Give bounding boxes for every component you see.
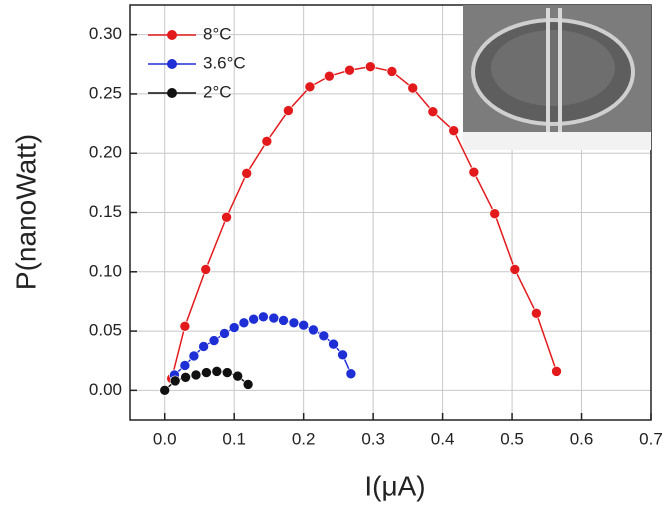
data-point bbox=[318, 330, 330, 342]
data-point bbox=[328, 338, 339, 350]
y-tick-label: 0.10 bbox=[89, 261, 122, 280]
legend-marker bbox=[167, 88, 177, 98]
data-point bbox=[427, 106, 439, 118]
y-tick-label: 0.20 bbox=[89, 143, 122, 162]
data-point bbox=[324, 70, 335, 82]
data-point bbox=[468, 166, 480, 178]
data-point bbox=[531, 307, 542, 319]
data-point bbox=[211, 366, 223, 377]
data-point bbox=[241, 168, 253, 179]
y-axis-label: P(nanoWatt) bbox=[10, 134, 41, 290]
x-tick-label: 0.5 bbox=[500, 429, 524, 448]
data-point bbox=[228, 322, 240, 333]
data-point bbox=[261, 136, 273, 147]
y-tick-label: 0.30 bbox=[89, 24, 122, 43]
x-tick-label: 0.2 bbox=[292, 429, 316, 448]
legend-marker bbox=[167, 30, 177, 40]
data-point bbox=[365, 61, 376, 72]
data-point bbox=[288, 317, 300, 329]
x-tick-label: 0.7 bbox=[639, 429, 663, 448]
data-point bbox=[208, 335, 220, 346]
x-tick-label: 0.0 bbox=[153, 429, 177, 448]
legend-label: 3.6°C bbox=[203, 53, 246, 72]
x-tick-label: 0.3 bbox=[361, 429, 385, 448]
data-point bbox=[278, 315, 289, 326]
legend-label: 2°C bbox=[203, 82, 232, 101]
data-point bbox=[304, 81, 316, 93]
data-point bbox=[489, 208, 501, 219]
plot-frame bbox=[129, 4, 652, 421]
data-point bbox=[221, 367, 233, 378]
data-point bbox=[344, 64, 355, 76]
inset-image bbox=[463, 5, 651, 150]
data-point bbox=[407, 82, 419, 94]
y-tick-label: 0.00 bbox=[89, 380, 122, 399]
data-point bbox=[509, 264, 521, 275]
data-point bbox=[201, 367, 212, 378]
series-line bbox=[170, 65, 558, 379]
data-point bbox=[221, 211, 232, 223]
data-point bbox=[232, 370, 243, 382]
data-point bbox=[248, 313, 259, 325]
x-tick-label: 0.4 bbox=[431, 429, 455, 448]
data-point bbox=[386, 66, 398, 77]
data-point bbox=[268, 312, 280, 324]
data-point bbox=[551, 366, 562, 377]
legend-label: 8°C bbox=[203, 24, 232, 43]
data-point bbox=[159, 385, 171, 396]
data-point bbox=[179, 321, 191, 332]
x-axis-label: I(μA) bbox=[364, 470, 425, 501]
x-tick-label: 0.6 bbox=[570, 429, 594, 448]
y-tick-label: 0.25 bbox=[89, 83, 122, 102]
data-point bbox=[179, 360, 191, 371]
data-point bbox=[448, 125, 460, 136]
data-point bbox=[298, 319, 309, 331]
data-point bbox=[308, 324, 319, 336]
data-point bbox=[198, 341, 209, 352]
data-point bbox=[200, 264, 212, 275]
data-point bbox=[238, 317, 250, 329]
data-point bbox=[242, 379, 254, 390]
legend-marker bbox=[167, 59, 177, 69]
data-point bbox=[283, 105, 294, 116]
data-point bbox=[188, 350, 200, 362]
data-point bbox=[337, 349, 348, 361]
data-point bbox=[190, 369, 202, 381]
data-point bbox=[169, 375, 181, 387]
data-point bbox=[258, 311, 269, 323]
y-tick-label: 0.15 bbox=[89, 202, 122, 221]
y-tick-label: 0.05 bbox=[89, 321, 122, 340]
data-point bbox=[345, 368, 357, 380]
data-point bbox=[180, 372, 191, 383]
x-tick-label: 0.1 bbox=[222, 429, 246, 448]
data-point bbox=[219, 328, 230, 339]
